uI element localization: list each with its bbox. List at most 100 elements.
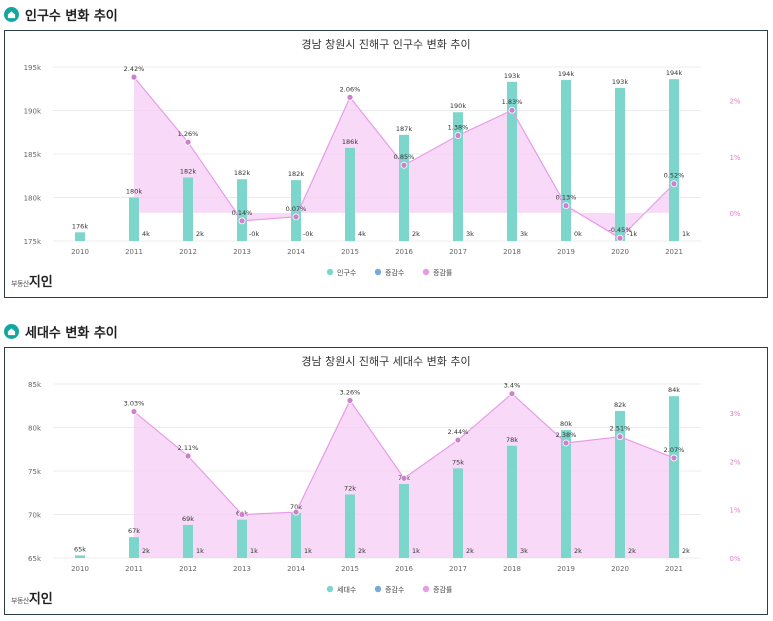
rate-point (400, 161, 408, 169)
bar-total-label: 186k (342, 138, 358, 146)
bar-total-label: 182k (288, 170, 304, 178)
home-icon (4, 323, 19, 339)
y-tick-label: 85k (28, 381, 42, 389)
bar-total (453, 112, 463, 242)
rate-label: 3.4% (504, 382, 521, 390)
rate-point (238, 217, 246, 225)
rate-point (454, 132, 462, 139)
bar-total-label: 182k (180, 167, 196, 175)
rate-point (130, 408, 138, 415)
bar-change-label: 1k (304, 547, 312, 555)
bar-change-label: 1k (250, 547, 258, 555)
x-tick-label: 2016 (395, 248, 413, 256)
rate-label: 2.07% (664, 446, 685, 454)
household-chart-card: 경남 창원시 진해구 세대수 변화 추이 65k 70k 75k 80k 85k 0% 1% 2… (4, 347, 768, 615)
bar-total-label: 84k (668, 386, 680, 394)
bar-total-label: 80k (560, 420, 572, 428)
bar-total-label: 194k (666, 69, 682, 77)
bar-change-label: 2k (628, 547, 636, 555)
legend-marker (326, 585, 334, 593)
y-tick-label: 175k (24, 238, 42, 246)
rate-point (130, 73, 138, 81)
bar-change-label: 0k (574, 230, 582, 238)
bar-total-label: 182k (234, 169, 250, 177)
x-tick-label: 2019 (557, 248, 575, 256)
x-tick-label: 2010 (71, 565, 89, 573)
rate-label: 1.38% (448, 123, 469, 131)
bar-change-label: 2k (196, 230, 204, 238)
bar-change-label: -0k (249, 230, 259, 238)
legend-marker (422, 585, 430, 593)
bar-total-label: 176k (72, 222, 88, 230)
y-tick-label: 80k (28, 425, 42, 433)
y-tick-label: 185k (24, 151, 42, 159)
x-tick-label: 2011 (125, 248, 143, 256)
rate-point (238, 511, 246, 518)
bar-change-label: 2k (682, 547, 690, 555)
rate-point (346, 397, 354, 404)
y2-tick-label: 1% (729, 507, 740, 515)
y-tick-label: 195k (24, 64, 42, 72)
rate-label: 2.44% (448, 428, 469, 436)
y-tick-label: 190k (24, 108, 42, 116)
x-tick-label: 2017 (449, 565, 467, 573)
y2-tick-label: 2% (729, 98, 740, 106)
legend-marker (326, 268, 334, 276)
bar-change-label: 3k (520, 230, 528, 238)
rate-label: 0.07% (286, 205, 307, 213)
x-tick-label: 2014 (287, 565, 305, 573)
bar-total (507, 81, 517, 241)
rate-point (562, 439, 570, 447)
bar-total-label: 70k (290, 503, 302, 511)
bar-total (183, 177, 193, 241)
bar-total-label: 193k (504, 72, 520, 80)
brand-logo: 부동산지인 (11, 275, 53, 290)
bar-total (129, 197, 139, 241)
legend-label: 증감수 (385, 586, 405, 594)
rate-label: 3.26% (340, 388, 361, 396)
rate-label: 2.51% (610, 425, 631, 433)
population-chart-card: 경남 창원시 진해구 인구수 변화 추이 175k 180k 185k 190k 195k… (4, 30, 768, 298)
x-tick-label: 2020 (611, 248, 629, 256)
rate-point (616, 433, 624, 441)
rate-point (616, 234, 624, 242)
rate-label: -0.45% (609, 226, 632, 234)
bar-change-label: -0k (303, 230, 313, 238)
rate-point (346, 93, 354, 101)
household-chart: 경남 창원시 진해구 세대수 변화 추이 65k 70k 75k 80k 85k 0% 1% 2… (28, 354, 741, 594)
x-tick-label: 2019 (557, 565, 575, 573)
bar-total (129, 537, 139, 558)
rate-area (134, 393, 674, 558)
section-title: 인구수 변화 추이 (25, 8, 118, 24)
rate-label: 2.11% (178, 444, 199, 452)
bar-total (669, 79, 679, 242)
rate-point (562, 202, 570, 210)
x-tick-label: 2018 (503, 248, 521, 256)
bar-total (237, 179, 247, 241)
y2-tick-label: 1% (729, 154, 740, 162)
bar-total (237, 519, 247, 558)
bar-total-label: 193k (612, 78, 628, 86)
population-chart: 경남 창원시 진해구 인구수 변화 추이 175k 180k 185k 190k 195k… (24, 37, 741, 277)
rate-label: 0.13% (556, 194, 577, 202)
home-icon (4, 6, 19, 22)
rate-label: 2.06% (340, 85, 361, 93)
legend-label: 증감률 (433, 586, 453, 594)
rate-label: 2.38% (556, 431, 577, 439)
rate-point (292, 213, 300, 221)
bar-change-label: 1k (196, 547, 204, 555)
bar-total (561, 430, 571, 558)
bar-change-label: 2k (358, 547, 366, 555)
rate-label: 0.85% (394, 153, 415, 161)
y2-tick-label: 2% (729, 458, 740, 466)
rate-point (184, 452, 192, 460)
bar-total (291, 512, 301, 558)
rate-point (670, 454, 678, 462)
bar-total-label: 69k (182, 515, 194, 523)
bar-total-label: 187k (396, 125, 412, 133)
y-tick-label: 70k (28, 512, 42, 520)
rate-label: 3.03% (124, 400, 145, 408)
bar-total (291, 180, 301, 241)
bar-total (507, 445, 517, 558)
bar-total (75, 555, 85, 558)
